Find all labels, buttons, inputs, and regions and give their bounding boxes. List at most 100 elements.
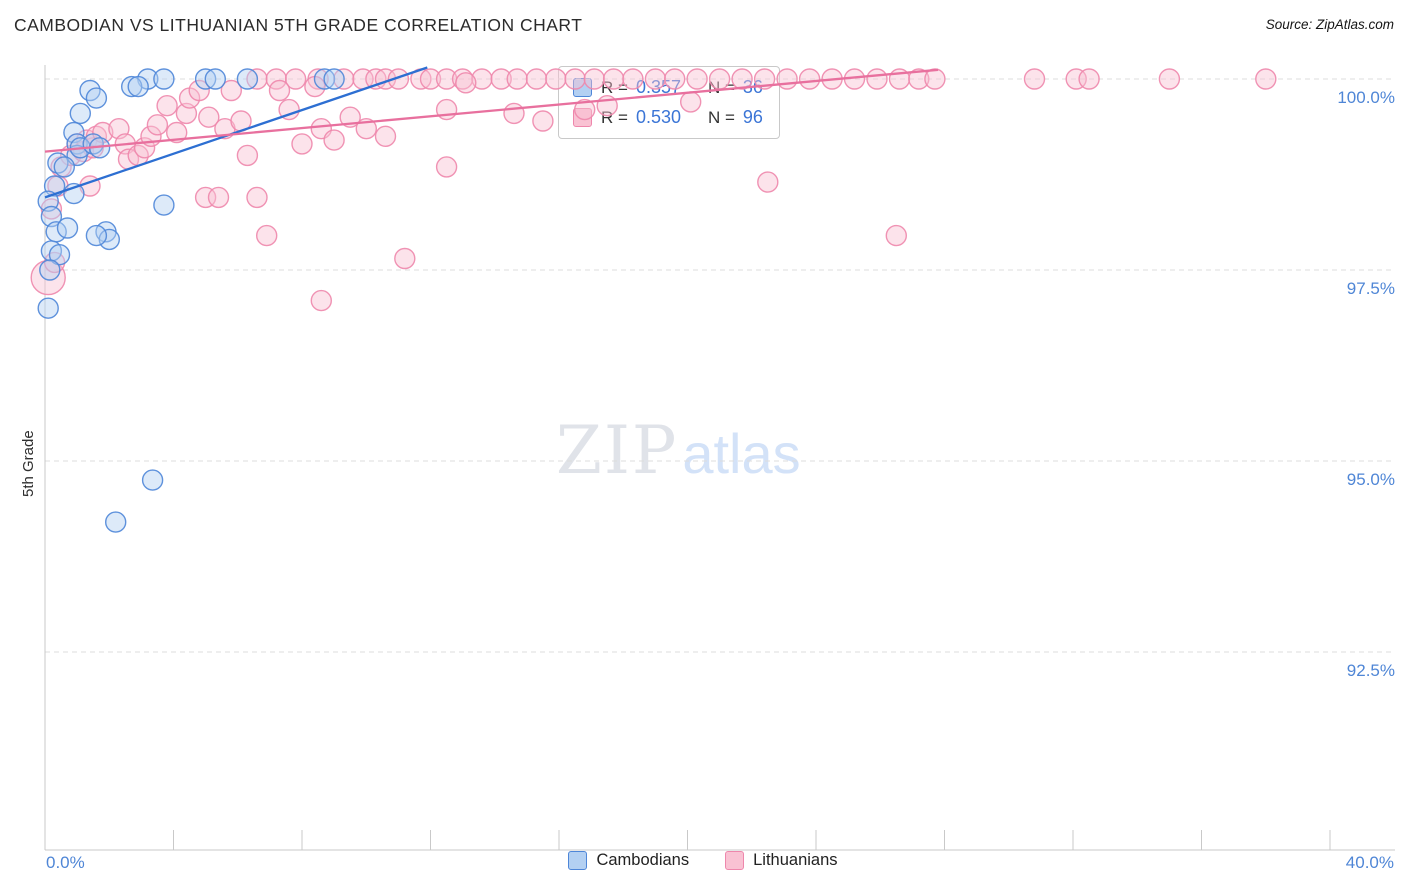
source-attribution: Source: ZipAtlas.com — [1265, 17, 1394, 32]
cambodians-point — [141, 469, 164, 491]
legend-item-cambodians[interactable]: Cambodians — [568, 851, 689, 870]
lithuanians-point — [503, 102, 525, 125]
lithuanians-point — [757, 171, 779, 193]
lithuanians-point — [776, 68, 798, 90]
lithuanians-point — [1023, 68, 1046, 90]
lithuanians-point — [323, 129, 345, 151]
cambodians-point — [48, 243, 71, 266]
lithuanians-point — [622, 68, 644, 90]
cambodians-point — [69, 102, 92, 125]
cambodians-point — [37, 297, 59, 319]
lithuanians-point — [574, 98, 596, 121]
lithuanians-point — [490, 68, 512, 90]
lithuanians-point — [885, 224, 907, 247]
lithuanians-point — [146, 114, 169, 136]
lithuanians-point — [278, 98, 300, 121]
lithuanians-point — [394, 247, 416, 270]
lithuanians-point — [165, 121, 188, 144]
cambodians-trend-line — [44, 66, 428, 199]
legend-row-lithuanians: R = 0.530 N = 96 — [573, 107, 763, 128]
cambodians-point — [104, 511, 127, 533]
lithuanians-point — [545, 68, 567, 90]
lithuanians-point — [207, 186, 230, 209]
lithuanians-point — [284, 68, 307, 90]
y-tick-label-95: 95.0% — [1346, 470, 1395, 489]
y-tick-label-100: 100.0% — [1337, 88, 1395, 107]
lithuanians-point — [455, 72, 477, 94]
legend-item-lithuanians[interactable]: Lithuanians — [725, 851, 838, 870]
lithuanians-point — [866, 68, 888, 90]
lithuanians-point — [644, 68, 667, 90]
n-label: N = — [707, 77, 735, 97]
lithuanians-point — [602, 68, 625, 90]
lithuanians-point — [387, 68, 410, 90]
lithuanians-point — [680, 91, 702, 113]
x-axis-max-label: 40.0% — [1345, 853, 1394, 872]
lithuanians-point — [924, 68, 946, 90]
lithuanians-point — [310, 289, 332, 312]
legend-item-label: Lithuanians — [753, 851, 838, 869]
cambodians-swatch — [568, 851, 588, 870]
lithuanians-point — [198, 106, 220, 128]
y-tick-label-97-5: 97.5% — [1346, 279, 1395, 298]
lithuanians-point — [268, 79, 291, 102]
watermark-zip: ZIP — [556, 412, 679, 489]
lithuanians-point — [156, 94, 178, 117]
lithuanians-point — [708, 68, 731, 90]
cambodians-point — [323, 68, 345, 90]
cambodians-point — [98, 228, 121, 251]
lithuanians-point — [532, 110, 554, 132]
lithuanians-point — [564, 68, 586, 90]
y-axis-title: 5th Grade — [20, 430, 37, 497]
cambodians-point — [153, 194, 175, 216]
series-legend: Cambodians Lithuanians — [0, 851, 1406, 870]
r-label: R = — [601, 77, 628, 97]
watermark-atlas: atlas — [682, 422, 801, 485]
legend-item-label: Cambodians — [596, 851, 690, 869]
cambodians-point — [82, 133, 104, 155]
cambodians-point — [120, 75, 143, 98]
lithuanians-point — [664, 68, 686, 90]
lithuanians-point — [374, 125, 397, 148]
lithuanians-point — [525, 68, 548, 90]
lithuanians-point — [188, 79, 210, 102]
cambodians-point — [236, 68, 259, 90]
lithuanians-point — [686, 68, 708, 90]
cambodians-point — [53, 156, 76, 178]
lithuanians-point — [291, 133, 313, 155]
cambodians-point — [85, 224, 108, 247]
legend-row-cambodians: R = 0.357 N = 36 — [573, 77, 763, 98]
lithuanians-point — [506, 68, 528, 90]
lithuanians-point — [256, 224, 278, 247]
r-value: 0.530 — [635, 107, 681, 127]
lithuanians-trend-line — [44, 68, 939, 153]
cambodians-point — [127, 75, 149, 98]
lithuanians-swatch — [725, 851, 745, 870]
page-title: CAMBODIAN VS LITHUANIAN 5TH GRADE CORREL… — [14, 15, 583, 35]
lithuanians-point — [908, 68, 930, 90]
cambodians-point — [56, 217, 79, 239]
lithuanians-point — [731, 68, 753, 90]
lithuanians-point — [1255, 68, 1277, 90]
lithuanians-point — [1158, 68, 1181, 90]
lithuanians-point — [419, 68, 442, 90]
x-axis-min-label: 0.0% — [46, 853, 85, 872]
lithuanians-point — [798, 68, 821, 90]
cambodians-point — [47, 152, 69, 174]
r-label: R = — [601, 107, 628, 127]
lithuanians-point — [236, 144, 259, 167]
cambodians-point — [204, 68, 227, 90]
lithuanians-point — [753, 68, 776, 90]
lithuanians-point — [583, 68, 605, 90]
correlation-legend-box: R = 0.357 N = 36 R = 0.530 N = 96 — [558, 66, 780, 139]
cambodians-point — [39, 259, 61, 281]
cambodians-point — [85, 87, 108, 109]
y-tick-label-92-5: 92.5% — [1346, 661, 1395, 680]
watermark: ZIP atlas — [556, 412, 801, 489]
n-label: N = — [707, 107, 735, 127]
lithuanians-point — [246, 186, 268, 209]
n-value: 96 — [742, 107, 763, 127]
cambodians-point — [153, 68, 175, 90]
